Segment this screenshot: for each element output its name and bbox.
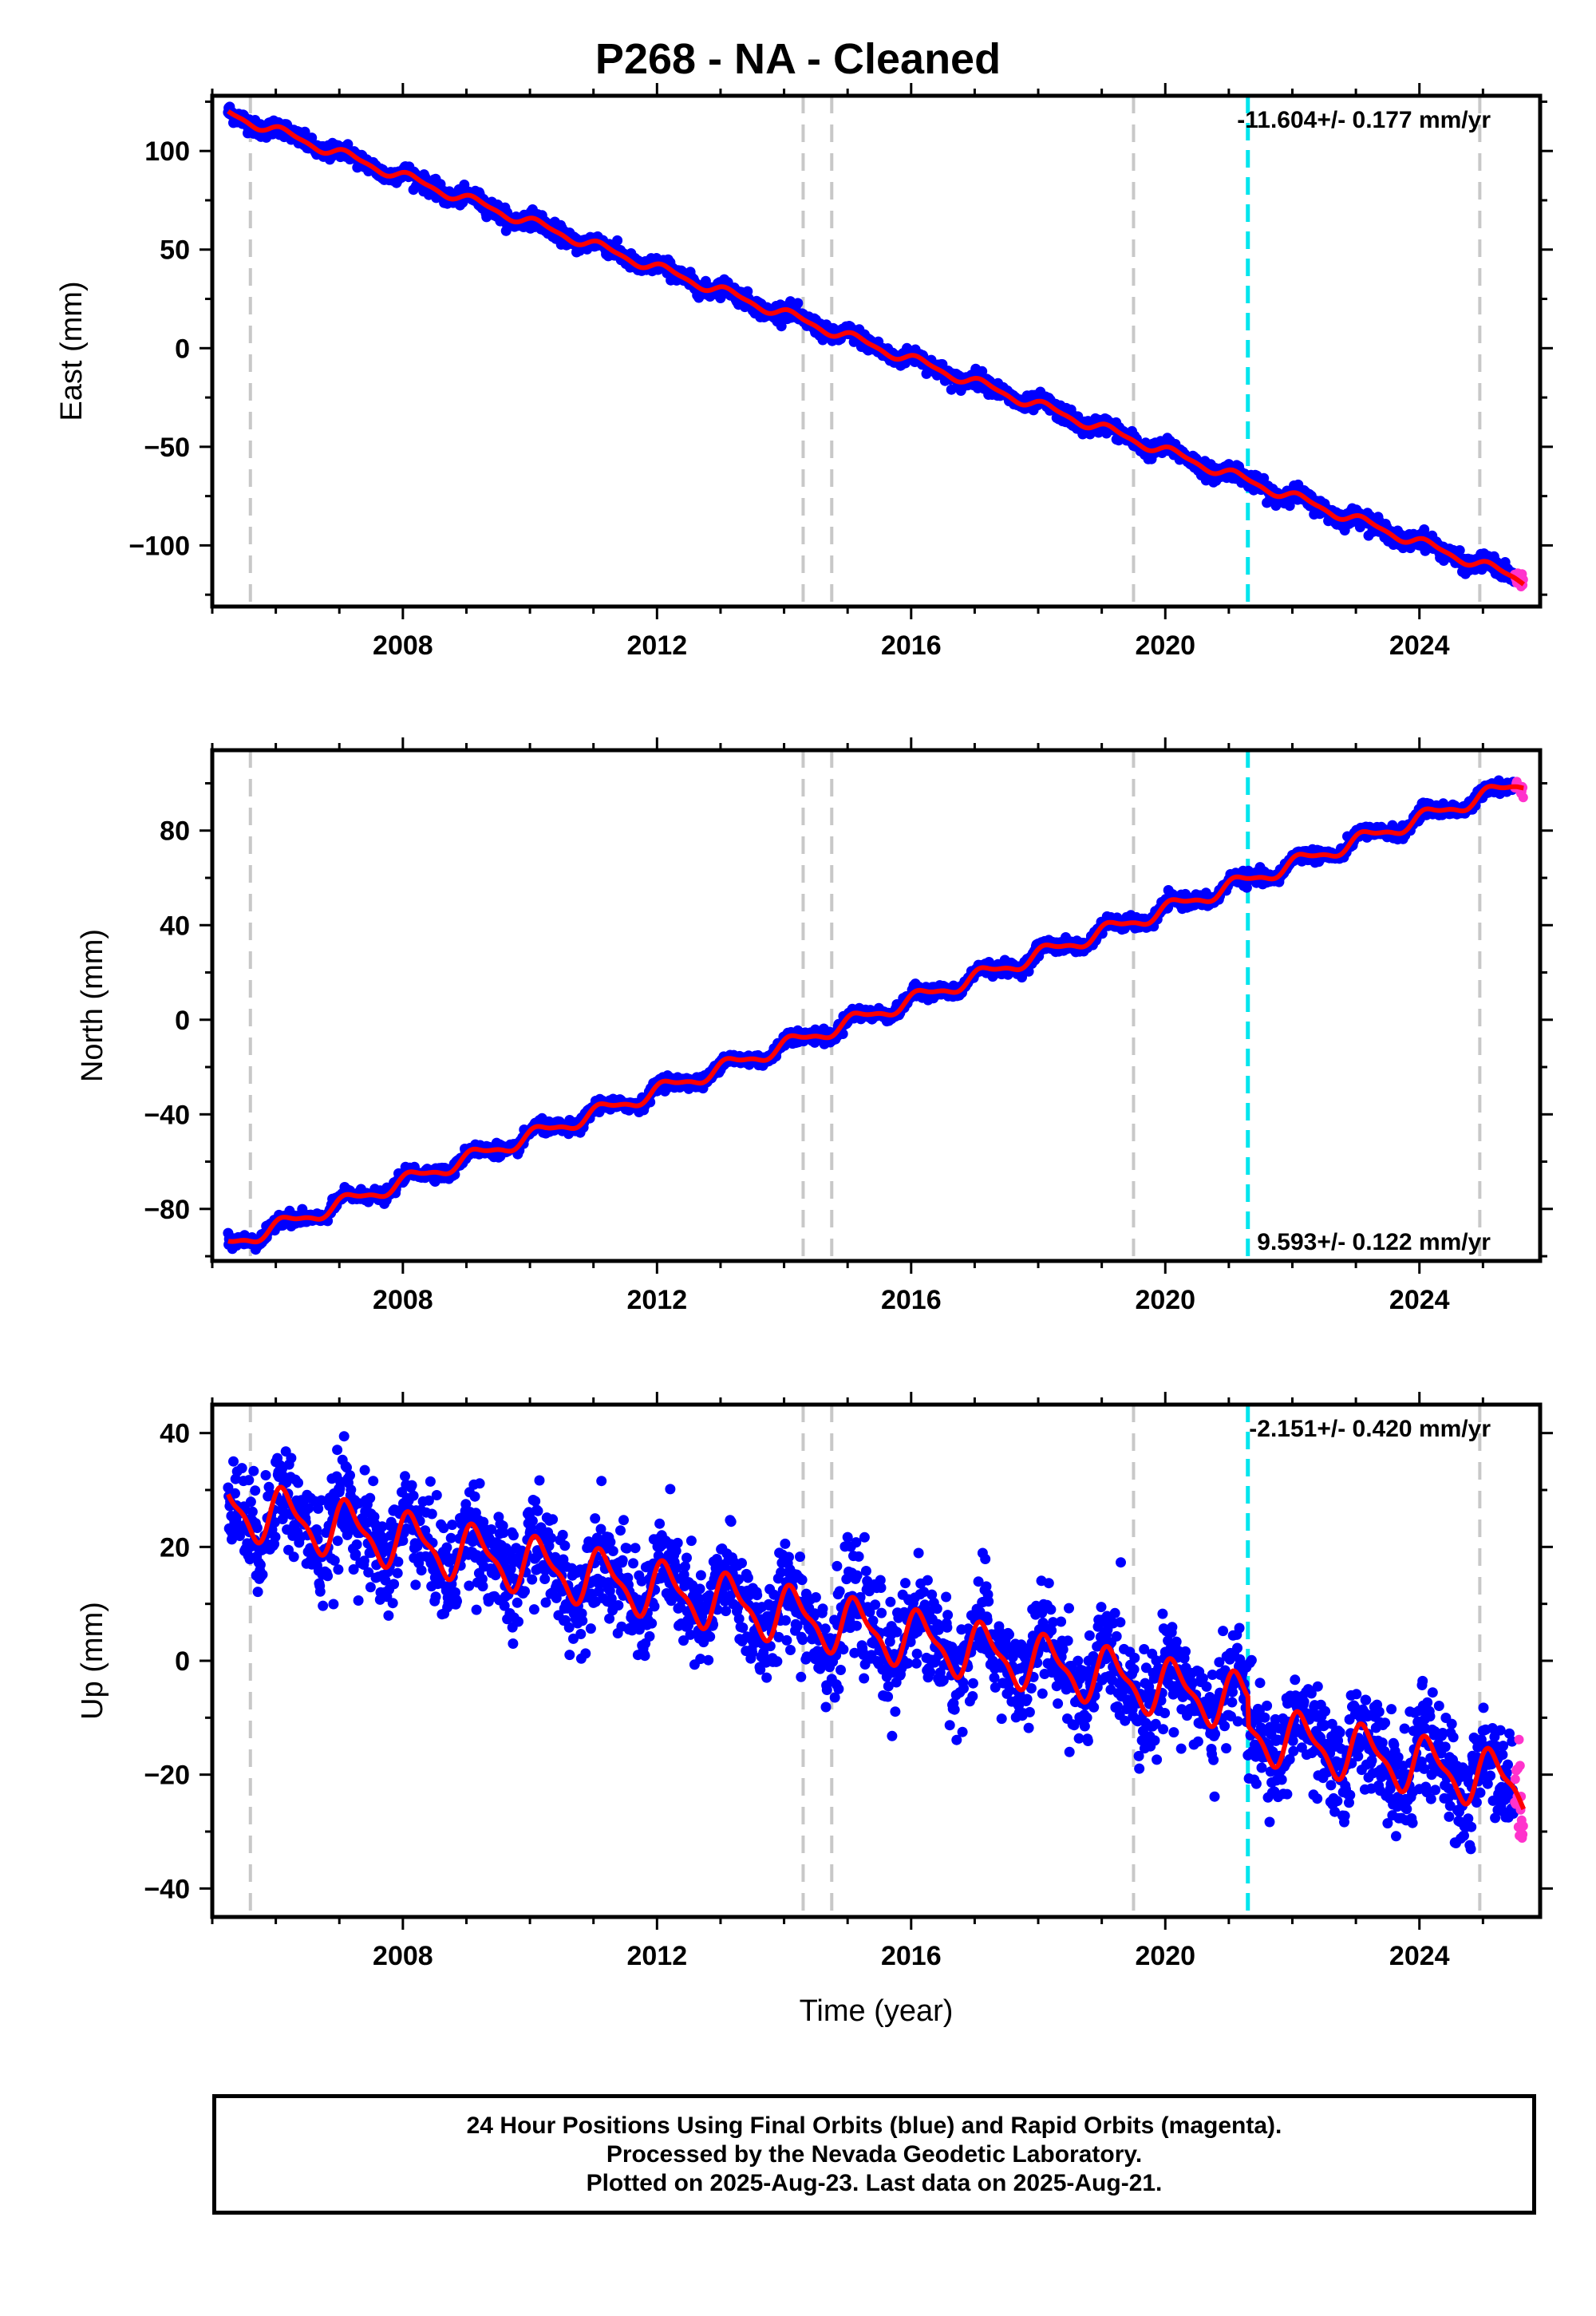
x-tick-label: 2016 <box>881 630 942 661</box>
plot-area <box>223 96 1528 607</box>
x-tick-label: 2020 <box>1135 630 1195 661</box>
y-tick-label: −100 <box>128 531 190 561</box>
rapid-orbit-point <box>1518 792 1528 803</box>
final-orbit-point <box>612 235 623 246</box>
y-tick-label: −50 <box>144 433 190 463</box>
y-tick-label: 0 <box>175 334 190 364</box>
model-fit-line <box>227 109 1526 587</box>
final-orbit-point <box>306 132 318 144</box>
x-tick-label: 2008 <box>373 630 433 661</box>
y-axis-label: East (mm) <box>55 281 89 421</box>
plot-area <box>223 750 1528 1261</box>
panel-1: 2008 2012 2016 2020 2024 100 50 0 −50 −100 East (m… <box>55 83 1553 661</box>
x-tick-label: 2024 <box>1389 630 1450 661</box>
final-orbit-point <box>1454 545 1465 556</box>
x-tick-label: 2012 <box>627 630 688 661</box>
final-orbit-point <box>792 298 804 309</box>
chart-title: P268 - NA - Cleaned <box>595 35 1001 83</box>
model-fit-line <box>227 784 1524 1245</box>
y-tick-label: 50 <box>160 235 190 266</box>
y-tick-label: 100 <box>144 136 190 167</box>
final-orbit-point <box>776 321 787 332</box>
plot-frame <box>210 93 1543 609</box>
velocity-label: -11.604+/- 0.177 mm/yr <box>1237 107 1491 133</box>
